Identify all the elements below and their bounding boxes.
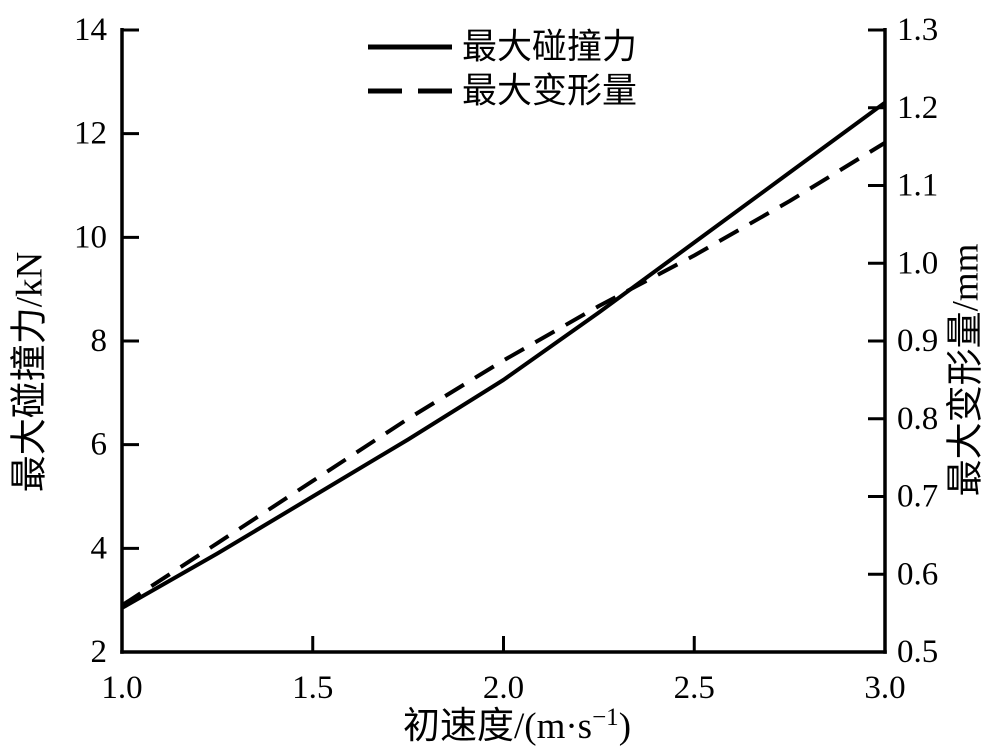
- series-layer: [120, 100, 887, 610]
- x-axis-title: 初速度/(m·s−1): [403, 704, 631, 747]
- left-axis-tick-label: 6: [91, 427, 108, 463]
- series-max-deformation-line: [120, 141, 887, 608]
- left-axis-tick-label: 8: [91, 323, 108, 359]
- x-axis-tick-label: 2.5: [674, 670, 715, 706]
- left-axis-tick-label: 12: [74, 116, 107, 152]
- right-axis-title: 最大变形量/mm: [945, 243, 987, 496]
- left-axis-title: 最大碰撞力/kN: [9, 252, 51, 493]
- right-axis-tick-label: 0.5: [897, 634, 938, 670]
- right-axis-tick-label: 1.1: [897, 168, 938, 204]
- x-axis-tick-label: 1.0: [101, 670, 142, 706]
- x-axis-title-prefix: 初速度/(m·s: [403, 705, 592, 747]
- right-axis-tick-label: 1.3: [897, 12, 938, 48]
- legend: 最大碰撞力 最大变形量: [368, 28, 637, 111]
- x-axis-title-suffix: ): [619, 706, 631, 747]
- series-max-collision-force-line: [121, 100, 887, 610]
- left-axis-tick-label: 4: [91, 530, 108, 566]
- ticks-layer: 2 4 6 8 10 12 14 0.5 0.6 0.7 0.8 0.9 1.0 1.1 1.2 1.3 1.0…: [74, 12, 938, 706]
- right-axis-tick-label: 0.8: [897, 401, 938, 437]
- left-axis-tick-label: 14: [74, 12, 107, 48]
- right-axis-tick-label: 0.7: [897, 479, 938, 515]
- right-axis-tick-label: 0.6: [897, 556, 938, 592]
- x-axis-tick-label: 1.5: [292, 670, 333, 706]
- right-axis-tick-label: 0.9: [897, 323, 938, 359]
- right-axis-tick-label: 1.0: [897, 245, 938, 281]
- x-axis-tick-label: 3.0: [864, 670, 905, 706]
- legend-label-max-collision-force: 最大碰撞力: [462, 28, 637, 67]
- left-axis-tick-label: 2: [91, 634, 108, 670]
- x-axis-tick-label: 2.0: [483, 670, 524, 706]
- x-axis-title-superscript: −1: [592, 704, 619, 731]
- legend-label-max-deformation: 最大变形量: [462, 72, 637, 111]
- right-axis-tick-label: 1.2: [897, 90, 938, 126]
- left-axis-tick-label: 10: [74, 219, 107, 255]
- plot-spines: [120, 28, 887, 654]
